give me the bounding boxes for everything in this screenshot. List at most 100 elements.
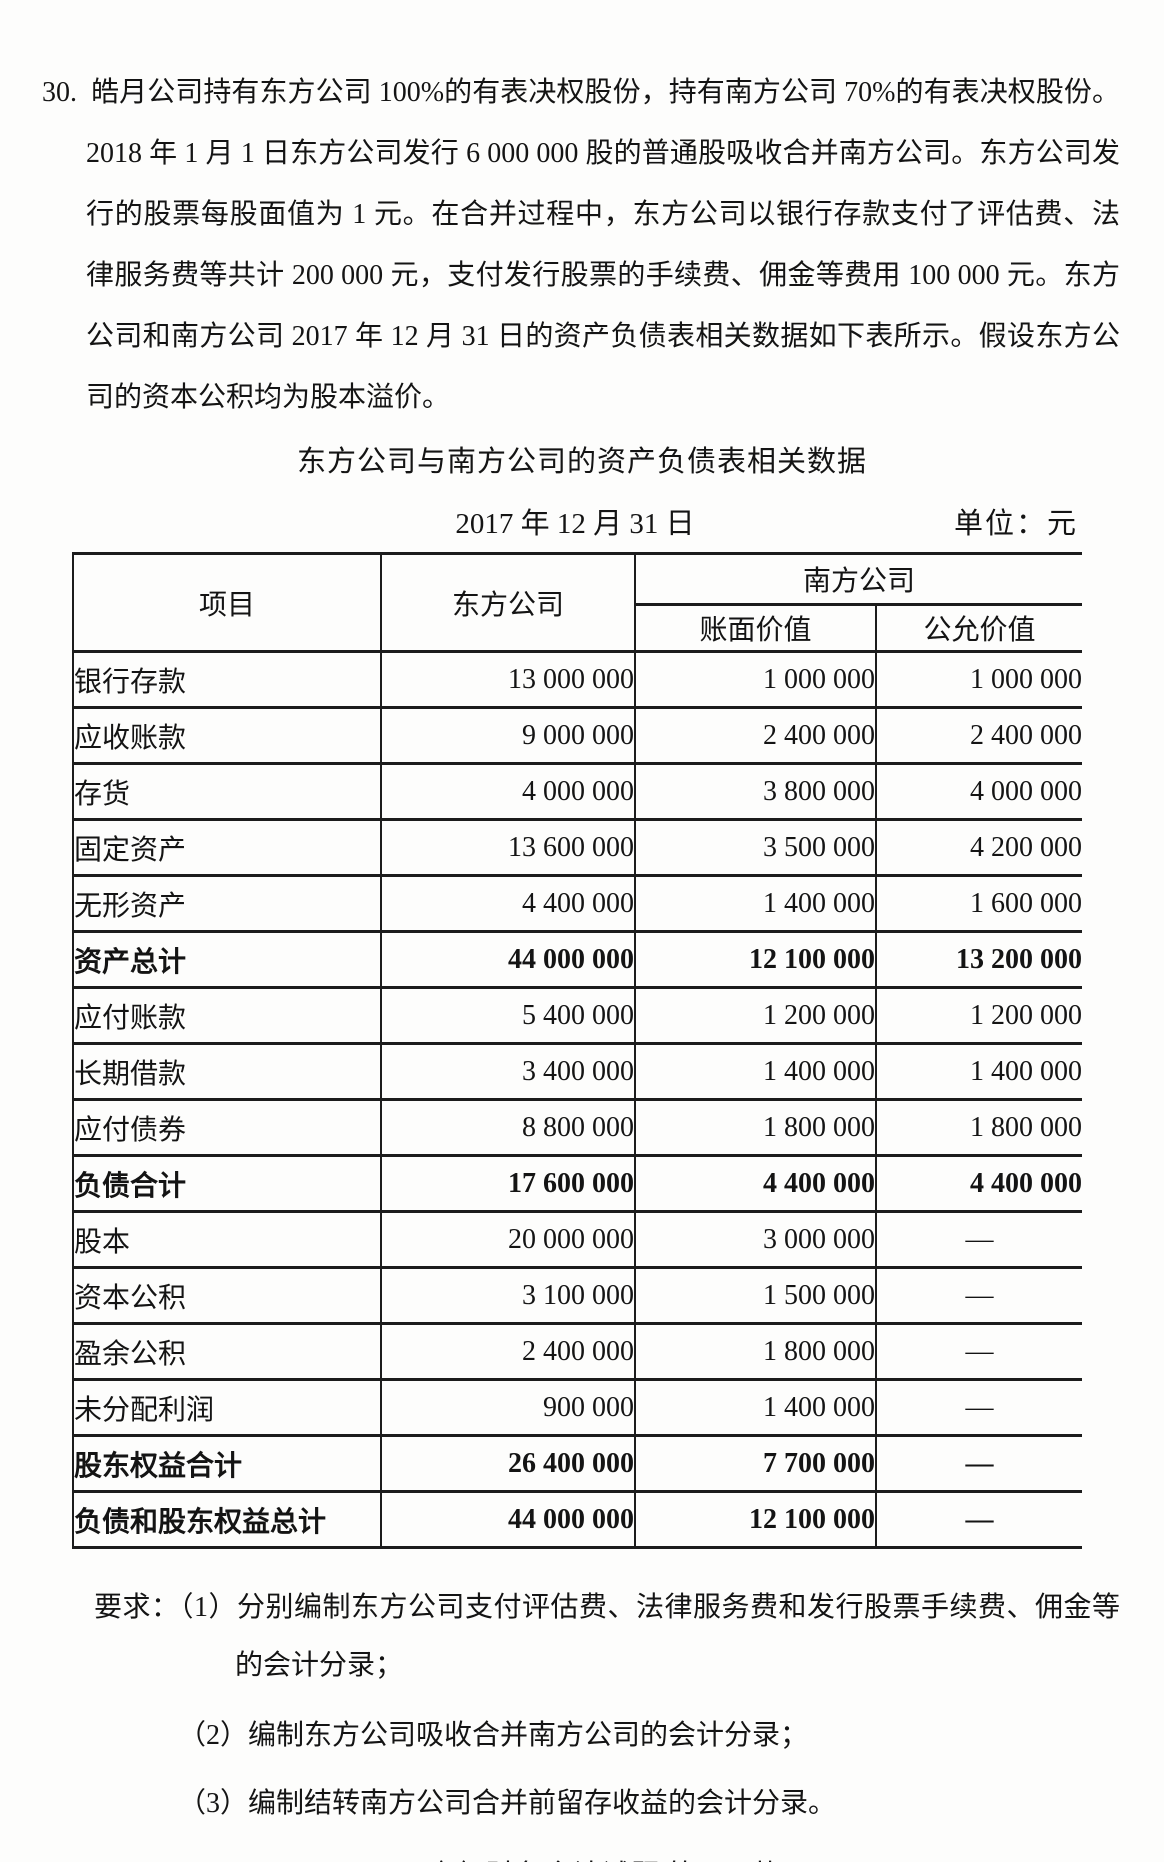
cell-dongfang: 3 400 000: [380, 1042, 635, 1100]
table-row: 未分配利润 900 000 1 400 000 —: [72, 1378, 1083, 1436]
table-row-total-equity: 股东权益合计 26 400 000 7 700 000 —: [72, 1434, 1083, 1492]
table-title: 东方公司与南方公司的资产负债表相关数据: [296, 446, 867, 478]
cell-fair-value: 13 200 000: [874, 930, 1083, 988]
cell-item: 长期借款: [72, 1042, 381, 1100]
cell-dongfang: 3 100 000: [380, 1266, 635, 1324]
table-row: 无形资产 4 400 000 1 400 000 1 600 000: [72, 874, 1083, 932]
requirement-2: （2）编制东方公司吸收合并南方公司的会计分录；: [178, 1720, 809, 1751]
question-number: 30.: [42, 77, 77, 108]
cell-item: 应付债券: [72, 1098, 381, 1156]
cell-dongfang: 2 400 000: [380, 1322, 635, 1380]
question-30: 30. 皓月公司持有东方公司 100%的有表决权股份，持有南方公司 70%的有表决…: [42, 62, 1120, 428]
cell-fair-value: 1 600 000: [874, 874, 1083, 932]
requirement-3: （3）编制结转南方公司合并前留存收益的会计分录。: [178, 1788, 837, 1819]
cell-fair-value: 1 800 000: [874, 1098, 1083, 1156]
cell-item: 应付账款: [72, 986, 381, 1044]
cell-item: 未分配利润: [72, 1378, 381, 1436]
cell-book-value: 2 400 000: [634, 706, 876, 764]
cell-dongfang: 20 000 000: [380, 1210, 635, 1268]
cell-book-value: 1 800 000: [634, 1098, 876, 1156]
balance-sheet-table: 项目 东方公司 南方公司 账面价值 公允价值 银行存款 13 000 000 1…: [72, 552, 1083, 1549]
col-header-fair-value: 公允价值: [874, 603, 1083, 652]
cell-book-value: 1 800 000: [634, 1322, 876, 1380]
requirement-1-text: （1）分别编制东方公司支付评估费、法律服务费和发行股票手续费、佣金等的会计分录；: [179, 1592, 1120, 1681]
cell-fair-value: 1 200 000: [874, 986, 1083, 1044]
cell-item: 资本公积: [72, 1266, 381, 1324]
cell-book-value: 1 500 000: [634, 1266, 876, 1324]
cell-book-value: 1 400 000: [634, 1378, 876, 1436]
cell-book-value: 1 000 000: [634, 650, 876, 708]
cell-book-value: 3 500 000: [634, 818, 876, 876]
cell-book-value: 7 700 000: [634, 1434, 876, 1492]
cell-fair-value: 4 000 000: [874, 762, 1083, 820]
requirements-label: 要求：: [94, 1592, 180, 1623]
table-row-total-liabilities: 负债合计 17 600 000 4 400 000 4 400 000: [72, 1154, 1083, 1212]
cell-item: 存货: [72, 762, 381, 820]
cell-item: 资产总计: [72, 930, 381, 988]
cell-fair-value: 1 400 000: [874, 1042, 1083, 1100]
table-row: 应收账款 9 000 000 2 400 000 2 400 000: [72, 706, 1083, 764]
question-text: 皓月公司持有东方公司 100%的有表决权股份，持有南方公司 70%的有表决权股份…: [86, 77, 1120, 413]
cell-book-value: 3 000 000: [634, 1210, 876, 1268]
cell-fair-value: —: [874, 1378, 1083, 1436]
table-row: 应付债券 8 800 000 1 800 000 1 800 000: [72, 1098, 1083, 1156]
cell-item: 无形资产: [72, 874, 381, 932]
cell-item: 固定资产: [72, 818, 381, 876]
requirement-1: 要求：（1）分别编制东方公司支付评估费、法律服务费和发行股票手续费、佣金等的会计…: [94, 1579, 1120, 1695]
cell-book-value: 1 400 000: [634, 1042, 876, 1100]
cell-book-value: 12 100 000: [634, 1490, 876, 1548]
page-footer: 00159# 高级财务会计试题 第6页(共7页): [0, 1853, 1164, 1862]
table-row: 存货 4 000 000 3 800 000 4 000 000: [72, 762, 1083, 820]
table-unit: 单位：元: [953, 508, 1078, 540]
cell-item: 股东权益合计: [72, 1434, 381, 1492]
cell-dongfang: 17 600 000: [380, 1154, 635, 1212]
table-row-total-assets: 资产总计 44 000 000 12 100 000 13 200 000: [72, 930, 1083, 988]
table-subtitle: 2017 年 12 月 31 日 单位：元: [72, 494, 1078, 546]
cell-book-value: 1 200 000: [634, 986, 876, 1044]
cell-fair-value: 2 400 000: [874, 706, 1083, 764]
table-header-row-2: 账面价值 公允价值: [73, 603, 1083, 652]
table-row-total-liabilities-and-equity: 负债和股东权益总计 44 000 000 12 100 000 —: [72, 1490, 1083, 1548]
table-body: 银行存款 13 000 000 1 000 000 1 000 000 应收账款…: [72, 650, 1083, 1548]
cell-book-value: 1 400 000: [634, 874, 876, 932]
cell-fair-value: 4 400 000: [874, 1154, 1083, 1212]
table-header-row-1: 项目 东方公司 南方公司: [72, 552, 1083, 652]
col-header-nanfang: 南方公司: [633, 552, 1083, 605]
cell-fair-value: —: [874, 1210, 1083, 1268]
cell-item: 负债合计: [72, 1154, 381, 1212]
cell-dongfang: 8 800 000: [380, 1098, 635, 1156]
cell-fair-value: —: [874, 1322, 1083, 1380]
table-row: 股本 20 000 000 3 000 000 —: [72, 1210, 1083, 1268]
cell-fair-value: —: [874, 1490, 1083, 1548]
col-header-dongfang: 东方公司: [380, 552, 635, 652]
col-header-book-value: 账面价值: [634, 603, 876, 652]
cell-book-value: 12 100 000: [634, 930, 876, 988]
cell-fair-value: —: [874, 1434, 1083, 1492]
cell-dongfang: 4 000 000: [380, 762, 635, 820]
table-row: 长期借款 3 400 000 1 400 000 1 400 000: [72, 1042, 1083, 1100]
table-row: 固定资产 13 600 000 3 500 000 4 200 000: [72, 818, 1083, 876]
col-header-item: 项目: [72, 552, 381, 652]
cell-book-value: 3 800 000: [634, 762, 876, 820]
cell-item: 应收账款: [72, 706, 381, 764]
cell-dongfang: 9 000 000: [380, 706, 635, 764]
cell-dongfang: 13 600 000: [380, 818, 635, 876]
table-date: 2017 年 12 月 31 日: [455, 508, 695, 540]
cell-item: 银行存款: [72, 650, 381, 708]
cell-dongfang: 26 400 000: [380, 1434, 635, 1492]
cell-book-value: 4 400 000: [634, 1154, 876, 1212]
table-row: 银行存款 13 000 000 1 000 000 1 000 000: [72, 650, 1083, 708]
table-row: 应付账款 5 400 000 1 200 000 1 200 000: [72, 986, 1083, 1044]
cell-item: 负债和股东权益总计: [72, 1490, 381, 1548]
cell-dongfang: 44 000 000: [380, 1490, 635, 1548]
cell-fair-value: 4 200 000: [874, 818, 1083, 876]
cell-dongfang: 44 000 000: [380, 930, 635, 988]
cell-item: 盈余公积: [72, 1322, 381, 1380]
cell-dongfang: 900 000: [380, 1378, 635, 1436]
cell-dongfang: 4 400 000: [380, 874, 635, 932]
requirements: 要求：（1）分别编制东方公司支付评估费、法律服务费和发行股票手续费、佣金等的会计…: [94, 1579, 1120, 1833]
cell-item: 股本: [72, 1210, 381, 1268]
table-row: 盈余公积 2 400 000 1 800 000 —: [72, 1322, 1083, 1380]
cell-fair-value: —: [874, 1266, 1083, 1324]
